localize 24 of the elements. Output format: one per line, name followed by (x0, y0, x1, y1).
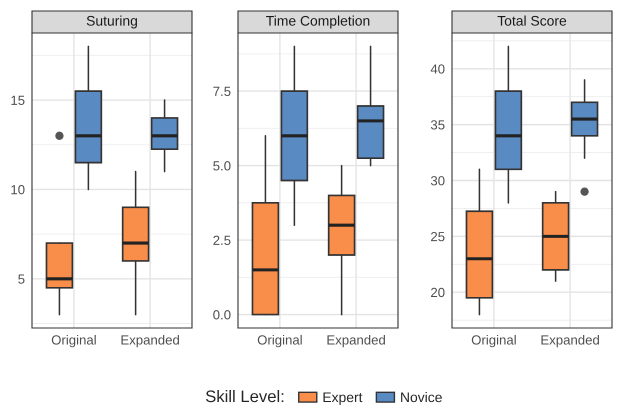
legend-title: Skill Level: (206, 390, 284, 402)
x-tick-label: Expanded (121, 334, 179, 348)
legend-label: Novice (401, 392, 442, 402)
chart-title: Suturing (86, 16, 137, 28)
y-tick-label: 40 (430, 64, 445, 74)
x-tick-label: Expanded (541, 334, 599, 348)
y-tick-label: 25 (431, 232, 445, 242)
y-tick-label: 7.5 (213, 86, 231, 96)
y-tick-label: 0.0 (213, 310, 231, 320)
y-tick-label: 15 (11, 96, 25, 105)
chart-title: Time Completion (266, 16, 370, 28)
y-tick-label: 2.5 (213, 236, 231, 246)
x-tick-label: Expanded (327, 334, 385, 348)
y-tick-label: 20 (431, 288, 445, 298)
x-tick-label: Original (258, 334, 302, 348)
y-tick-label: 35 (430, 120, 445, 130)
x-tick-label: Original (472, 334, 516, 348)
legend-label: Expert (323, 392, 362, 405)
y-tick-label: 10 (11, 185, 25, 194)
y-tick-label: 5.0 (213, 161, 231, 171)
chart-title: Total Score (498, 16, 566, 26)
y-tick-label: 5 (18, 274, 25, 284)
x-tick-label: Original (52, 334, 96, 348)
y-tick-label: 30 (430, 176, 445, 186)
